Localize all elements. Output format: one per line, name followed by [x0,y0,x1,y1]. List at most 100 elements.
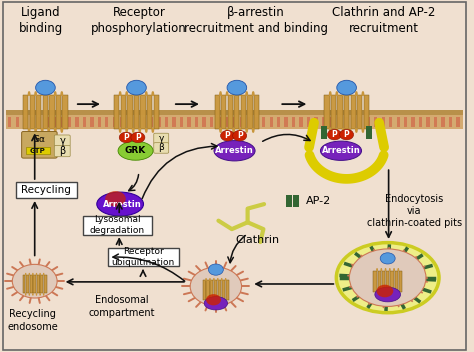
Bar [140,95,146,129]
Bar [26,147,50,154]
Bar [247,118,250,127]
Text: Receptor
ubiquitination: Receptor ubiquitination [111,247,174,268]
Bar [286,195,292,207]
Bar [56,95,61,129]
Text: Recycling: Recycling [21,185,71,195]
Text: Gα: Gα [33,135,46,144]
Bar [300,118,303,127]
FancyBboxPatch shape [22,132,57,158]
Bar [262,118,265,127]
Bar [83,216,152,234]
Bar [202,118,206,127]
Circle shape [127,80,146,95]
Bar [135,118,138,127]
Text: γ: γ [158,134,164,143]
Circle shape [209,264,223,275]
Bar [16,118,19,127]
Bar [324,95,329,129]
Text: GRK: GRK [125,146,146,155]
Text: β: β [59,146,65,156]
Text: GTP: GTP [30,148,46,154]
Bar [108,248,179,266]
Bar [60,118,64,127]
Bar [43,95,48,129]
Bar [434,118,437,127]
Bar [23,118,26,127]
Bar [210,118,213,127]
Bar [225,118,228,127]
FancyBboxPatch shape [55,135,70,146]
Bar [382,118,385,127]
Bar [128,118,131,127]
Text: β-arrestin
recruitment and binding: β-arrestin recruitment and binding [183,6,328,35]
Bar [23,95,28,129]
Circle shape [349,249,426,307]
Circle shape [328,130,341,140]
Bar [207,281,210,301]
Bar [114,95,119,129]
Bar [147,95,152,129]
Bar [157,118,161,127]
Text: Ligand
binding: Ligand binding [18,6,63,35]
Bar [419,118,422,127]
Bar [30,118,34,127]
Bar [441,118,445,127]
Circle shape [220,131,235,141]
Bar [240,118,243,127]
Bar [351,95,356,129]
Bar [329,118,333,127]
Bar [217,118,220,127]
Text: Clathrin and AP-2
recruitment: Clathrin and AP-2 recruitment [332,6,436,35]
Bar [121,95,126,129]
Text: P: P [332,130,337,139]
Bar [390,271,393,293]
Text: P: P [344,130,349,139]
Bar [143,118,146,127]
Circle shape [119,132,133,143]
Bar [397,118,400,127]
Bar [399,271,402,293]
Bar [53,118,56,127]
Bar [322,118,325,127]
Bar [293,195,300,207]
Bar [113,118,116,127]
Text: P: P [237,131,243,140]
Bar [359,118,363,127]
Bar [195,118,198,127]
Bar [187,118,191,127]
Bar [165,118,168,127]
Bar [228,95,233,129]
Bar [254,95,259,129]
Bar [449,118,452,127]
Text: Arrestin: Arrestin [322,146,360,155]
Bar [255,118,258,127]
Bar [321,126,327,139]
Bar [202,281,206,301]
Bar [386,271,389,293]
Text: Recycling
endosome: Recycling endosome [8,309,58,332]
Bar [30,275,33,294]
Bar [68,118,71,127]
Bar [382,271,385,293]
Circle shape [337,80,356,95]
Bar [314,118,318,127]
Bar [352,118,355,127]
Ellipse shape [320,141,362,161]
Bar [210,281,213,301]
Text: β: β [158,144,164,152]
FancyBboxPatch shape [154,133,169,144]
Text: γ: γ [59,136,65,146]
Bar [38,118,41,127]
Bar [33,275,36,294]
Bar [234,95,239,129]
Bar [366,126,372,139]
Bar [232,118,236,127]
Bar [30,95,35,129]
Bar [427,118,430,127]
Ellipse shape [375,287,401,302]
Bar [37,275,40,294]
Text: Clathrin: Clathrin [235,235,279,245]
Bar [337,95,343,129]
Bar [247,95,253,129]
Bar [105,118,109,127]
